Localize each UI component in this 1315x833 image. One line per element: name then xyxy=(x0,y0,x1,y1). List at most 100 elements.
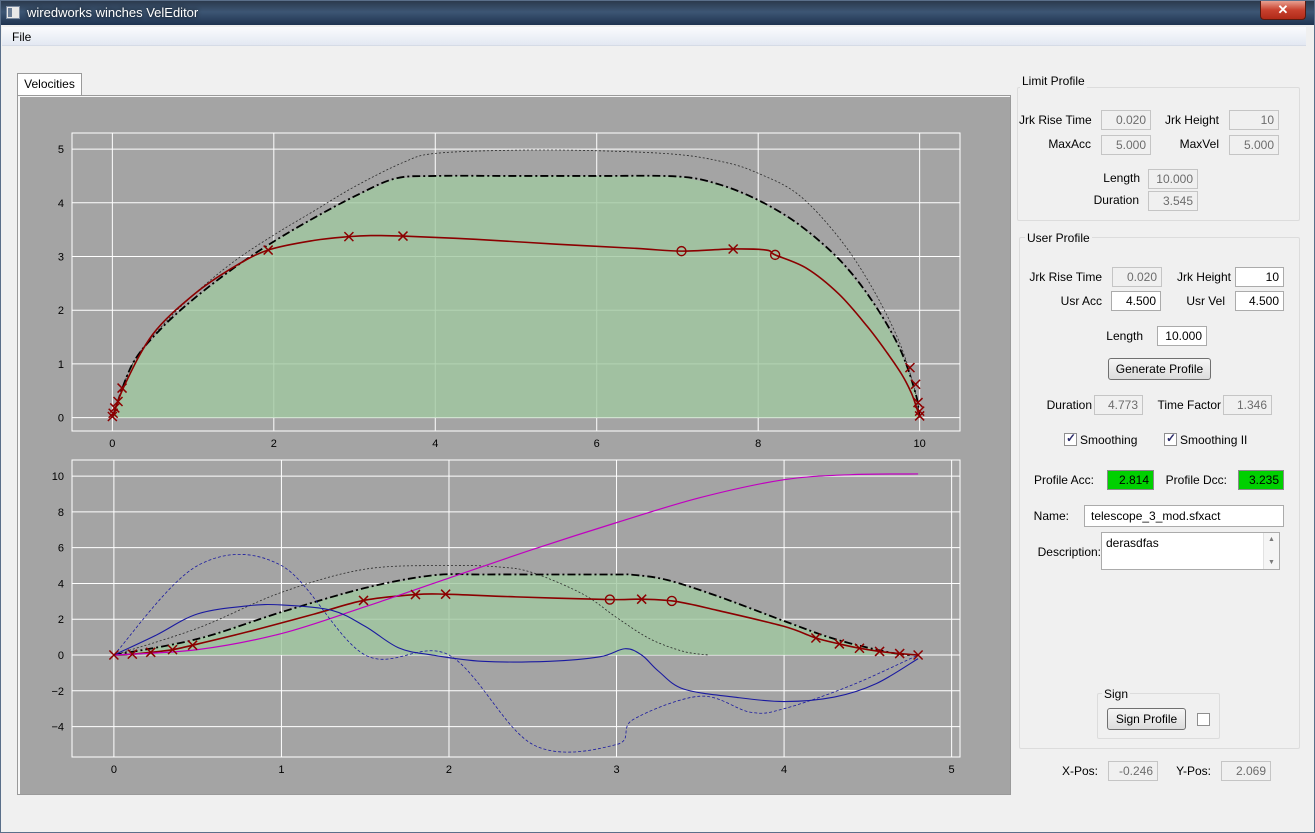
chart-2: 0 1 2 3 4 5 10 8 6 4 2 0 −2 −4 xyxy=(51,459,961,776)
scroll-down-icon[interactable]: ▼ xyxy=(1268,559,1275,566)
user-jrk-height-label: Jrk Height xyxy=(1176,270,1231,284)
x-marker xyxy=(910,379,921,390)
usr-vel-input[interactable]: 4.500 xyxy=(1235,291,1284,311)
limit-max-vel-field[interactable]: 5.000 xyxy=(1229,135,1279,155)
x-marker xyxy=(912,397,924,408)
o-marker xyxy=(676,245,687,257)
x-marker xyxy=(913,649,924,661)
o-marker xyxy=(666,595,678,607)
series-line-solid xyxy=(111,234,921,418)
profile-dcc-field[interactable]: 3.235 xyxy=(1238,470,1284,490)
description-textarea[interactable]: derasdfas ▲ ▼ xyxy=(1101,532,1280,570)
generate-profile-button[interactable]: Generate Profile xyxy=(1108,358,1211,380)
x-marker xyxy=(343,231,354,242)
limit-length-field[interactable]: 10.000 xyxy=(1148,169,1198,189)
profile-acc-field[interactable]: 2.814 xyxy=(1107,470,1154,490)
user-jrk-rise-field[interactable]: 0.020 xyxy=(1112,267,1162,287)
plot-area[interactable]: 0 2 4 6 8 10 0 1 2 3 4 5 0 1 2 3 4 5 10 8 6 4 2 0 −2 −4 xyxy=(20,97,1010,794)
x-marker xyxy=(440,589,451,600)
limit-duration-field[interactable]: 3.545 xyxy=(1148,191,1198,211)
sign-frame xyxy=(1097,693,1220,739)
sign-checkbox[interactable] xyxy=(1197,713,1210,726)
tab-velocities[interactable]: Velocities xyxy=(17,73,82,96)
y-tick-label: 8 xyxy=(58,507,64,519)
menu-bar: File xyxy=(2,27,1306,46)
x-tick-label: 5 xyxy=(949,764,955,776)
x-marker xyxy=(834,638,845,649)
series-line-dashed-thin xyxy=(113,565,709,656)
sign-title: Sign xyxy=(1102,687,1131,701)
y-tick-label: 3 xyxy=(58,251,64,263)
y-tick-label: 10 xyxy=(52,471,64,483)
y-tick-label: 0 xyxy=(58,413,64,425)
limit-jrk-rise-field[interactable]: 0.020 xyxy=(1101,110,1151,130)
sign-profile-button[interactable]: Sign Profile xyxy=(1107,708,1186,730)
y-tick-label: 5 xyxy=(58,144,64,156)
close-button[interactable]: ✕ xyxy=(1260,1,1306,20)
user-length-input[interactable]: 10.000 xyxy=(1157,326,1207,346)
smoothing-ii-checkbox[interactable] xyxy=(1164,431,1177,446)
x-tick-label: 10 xyxy=(914,438,926,450)
user-jrk-height-input[interactable]: 10 xyxy=(1235,267,1284,287)
x-tick-label: 4 xyxy=(781,764,787,776)
x-marker xyxy=(263,245,274,256)
user-jrk-rise-label: Jrk Rise Time xyxy=(1029,270,1102,284)
y-tick-label: −4 xyxy=(51,722,64,734)
x-marker xyxy=(187,640,198,651)
x-marker xyxy=(894,648,905,659)
user-duration-field[interactable]: 4.773 xyxy=(1094,395,1143,415)
y-tick-label: 4 xyxy=(58,578,64,590)
menu-file[interactable]: File xyxy=(12,30,32,44)
x-marker xyxy=(728,243,739,255)
user-profile-frame xyxy=(1019,237,1300,749)
usr-acc-input[interactable]: 4.500 xyxy=(1111,291,1161,311)
x-marker xyxy=(107,411,118,422)
x-marker xyxy=(127,649,138,660)
y-pos-field: 2.069 xyxy=(1221,761,1271,781)
y-tick-label: 4 xyxy=(58,198,64,210)
scroll-up-icon[interactable]: ▲ xyxy=(1268,536,1275,543)
description-text: derasdfas xyxy=(1106,536,1159,550)
x-tick-label: 6 xyxy=(594,438,600,450)
x-tick-label: 0 xyxy=(111,764,117,776)
smoothing-checkbox[interactable] xyxy=(1064,431,1077,446)
app-icon xyxy=(6,6,20,19)
x-marker xyxy=(117,383,128,394)
y-tick-label: 6 xyxy=(58,543,64,555)
series-line-blue-dashed xyxy=(113,553,919,753)
x-marker xyxy=(410,589,421,600)
plots-svg[interactable]: 0 2 4 6 8 10 0 1 2 3 4 5 0 1 2 3 4 5 10 8 6 4 2 0 −2 −4 xyxy=(20,97,1010,794)
time-factor-label: Time Factor xyxy=(1157,398,1221,412)
limit-max-acc-label: MaxAcc xyxy=(1048,137,1091,151)
x-tick-label: 4 xyxy=(432,438,438,450)
x-marker xyxy=(397,231,409,242)
x-marker xyxy=(810,632,821,644)
name-input[interactable]: telescope_3_mod.sfxact xyxy=(1084,505,1284,527)
x-marker xyxy=(914,406,925,417)
x-tick-label: 8 xyxy=(755,438,761,450)
name-label: Name: xyxy=(1033,509,1069,523)
y-tick-label: −2 xyxy=(51,686,64,698)
o-marker xyxy=(604,594,616,605)
series-line-dash-dot xyxy=(111,174,921,418)
x-marker xyxy=(904,362,915,373)
series-line-blue-solid xyxy=(113,603,919,703)
profile-dcc-label: Profile Dcc: xyxy=(1165,473,1227,487)
time-factor-field[interactable]: 1.346 xyxy=(1223,395,1272,415)
limit-max-acc-field[interactable]: 5.000 xyxy=(1101,135,1151,155)
series-line-dashed-thin xyxy=(111,149,921,418)
smoothing-ii-label: Smoothing II xyxy=(1180,433,1248,447)
y-pos-label: Y-Pos: xyxy=(1176,764,1211,778)
o-marker xyxy=(769,249,781,261)
x-pos-label: X-Pos: xyxy=(1061,764,1098,778)
x-tick-label: 2 xyxy=(271,438,277,450)
x-marker xyxy=(112,396,124,407)
smoothing-label: Smoothing xyxy=(1080,433,1138,447)
description-scrollbar[interactable]: ▲ ▼ xyxy=(1263,533,1279,569)
window-title: wiredworks winches VelEditor xyxy=(27,5,199,20)
series-line-solid xyxy=(113,593,919,656)
limit-max-vel-label: MaxVel xyxy=(1179,137,1219,151)
limit-jrk-height-field[interactable]: 10 xyxy=(1229,110,1279,130)
y-tick-label: 0 xyxy=(58,650,64,662)
